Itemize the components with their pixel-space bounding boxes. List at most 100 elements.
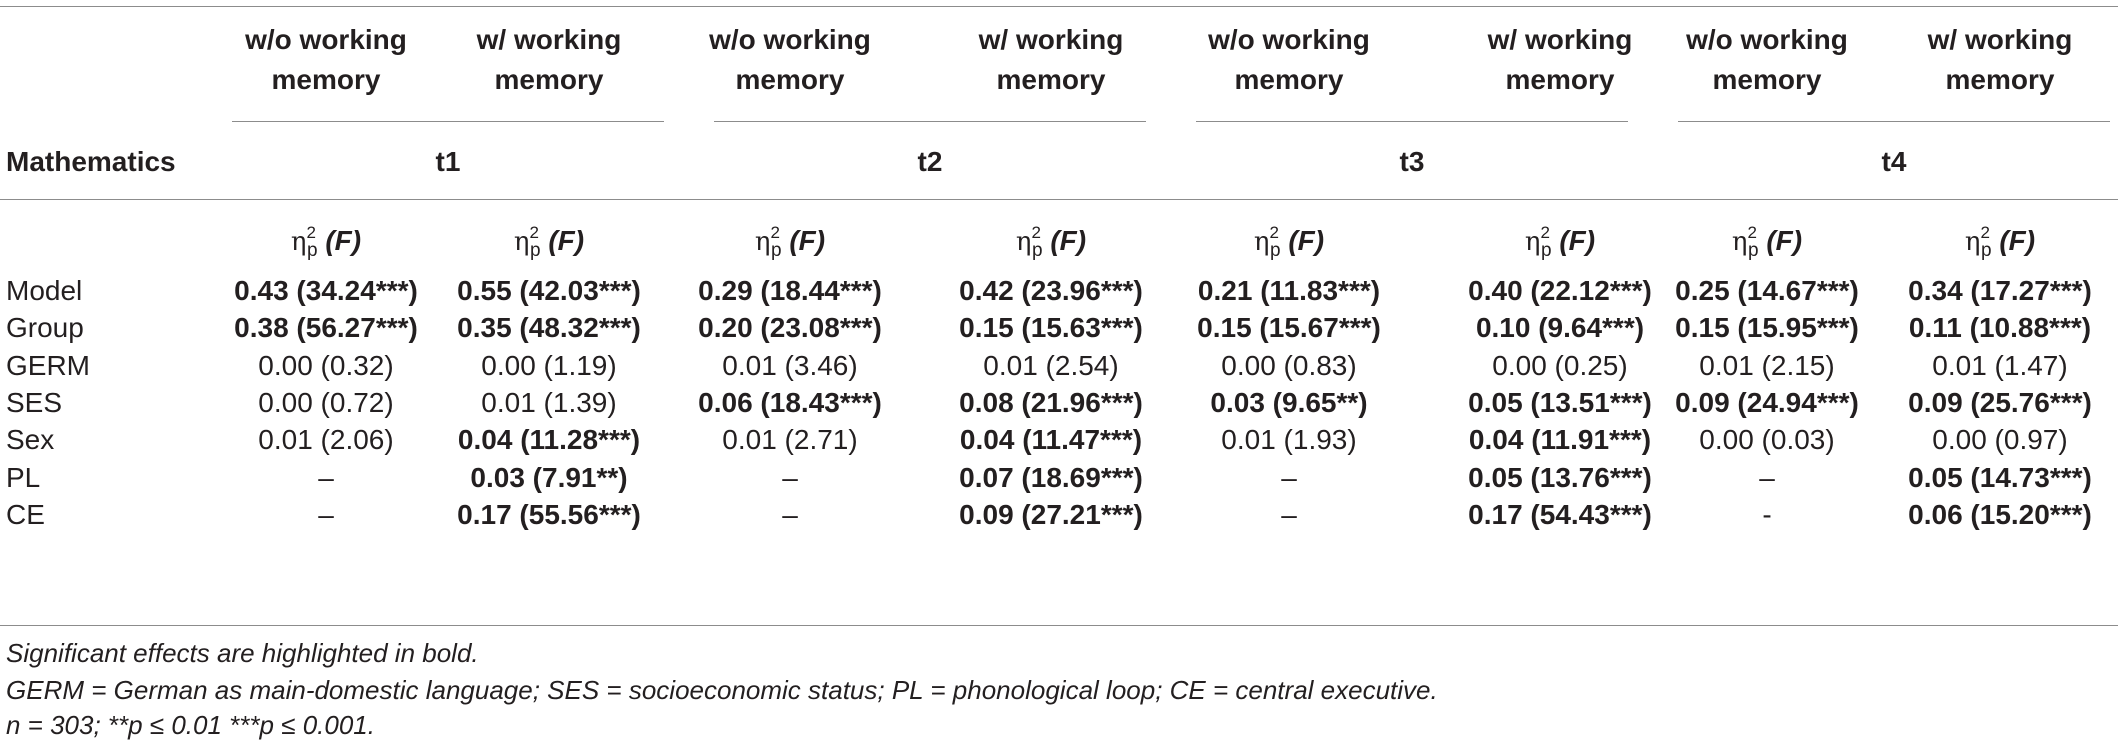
footnote-sample-size: n = 303; **p ≤ 0.01 ***p ≤ 0.001. — [6, 710, 375, 740]
condition-header-line2: memory — [1234, 64, 1344, 95]
table-cell: 0.06 (18.43***) — [698, 387, 882, 418]
table-cell: 0.35 (48.32***) — [457, 312, 641, 343]
table-cell: 0.15 (15.95***) — [1675, 312, 1859, 343]
condition-header-line1: w/ working — [978, 24, 1124, 55]
table-cell: 0.20 (23.08***) — [698, 312, 882, 343]
eta-f-header: η2p (F) — [926, 213, 1176, 271]
condition-header: w/o working memory — [1164, 20, 1414, 100]
row-label: GERM — [6, 350, 90, 381]
row-label: Model — [6, 275, 83, 306]
eta-symbol: η — [1524, 227, 1541, 257]
table-cell: – — [782, 462, 798, 493]
table-cell: 0.00 (0.72) — [258, 387, 394, 418]
table-cell: 0.21 (11.83***) — [1197, 275, 1381, 306]
table-cell: - — [1762, 499, 1772, 530]
eta-symbol: η — [1253, 227, 1270, 257]
table-cell: 0.01 (1.93) — [1221, 424, 1357, 455]
condition-header-line2: memory — [996, 64, 1106, 95]
condition-header: w/o working memory — [1642, 20, 1892, 100]
table-cell: 0.09 (25.76***) — [1908, 387, 2092, 418]
group-rule-t2 — [714, 121, 1146, 122]
eta-f-header: η2p (F) — [424, 213, 674, 271]
f-statistic-label: (F) — [548, 225, 585, 256]
table-cell: 0.04 (11.28***) — [457, 424, 641, 455]
f-statistic-label: (F) — [325, 225, 362, 256]
table-cell: 0.55 (42.03***) — [457, 275, 641, 306]
eta-subscript: p — [1031, 240, 1043, 261]
table-cell: – — [1759, 462, 1775, 493]
condition-header-line2: memory — [1712, 64, 1822, 95]
table-cell: – — [318, 499, 334, 530]
eta-symbol: η — [1731, 227, 1748, 257]
table-cell: 0.09 (27.21***) — [959, 499, 1143, 530]
table-cell: 0.01 (2.06) — [258, 424, 394, 455]
condition-header-line2: memory — [494, 64, 604, 95]
eta-symbol: η — [513, 227, 530, 257]
table-cell: 0.00 (0.03) — [1699, 424, 1835, 455]
header-bottom-rule — [0, 199, 2118, 200]
time-header-t4: t4 — [1881, 146, 1907, 177]
table-cell: 0.06 (15.20***) — [1908, 499, 2092, 530]
eta-subscript: p — [529, 240, 541, 261]
table-cell: 0.10 (9.64***) — [1475, 312, 1645, 343]
eta-symbol: η — [754, 227, 771, 257]
eta-superscript: 2 — [1540, 223, 1550, 242]
table-cell: 0.05 (14.73***) — [1908, 462, 2092, 493]
table-cell: 0.00 (0.32) — [258, 350, 394, 381]
table-cell: 0.38 (56.27***) — [234, 312, 418, 343]
f-statistic-label: (F) — [1999, 225, 2036, 256]
eta-superscript: 2 — [529, 223, 539, 242]
f-statistic-label: (F) — [789, 225, 826, 256]
table-cell: 0.01 (1.39) — [481, 387, 617, 418]
table-cell: 0.17 (55.56***) — [457, 499, 641, 530]
eta-f-header: η2p (F) — [1642, 213, 1892, 271]
table-row: PL – 0.03 (7.91**) – 0.07 (18.69***) – 0.05 (1… — [0, 457, 2118, 499]
condition-header-line1: w/o working — [1208, 24, 1370, 55]
condition-header-line1: w/ working — [1487, 24, 1633, 55]
table-cell: 0.05 (13.51***) — [1468, 387, 1652, 418]
eta-f-header: η2p (F) — [1164, 213, 1414, 271]
eta-f-header: η2p (F) — [665, 213, 915, 271]
table-top-rule — [0, 6, 2118, 7]
condition-header-line1: w/ working — [476, 24, 622, 55]
time-header-t3: t3 — [1399, 146, 1425, 177]
condition-header-line2: memory — [1505, 64, 1615, 95]
condition-header: w/ working memory — [926, 20, 1176, 100]
eta-subscript: p — [770, 240, 782, 261]
row-label: Group — [6, 312, 84, 343]
condition-header-line1: w/o working — [245, 24, 407, 55]
condition-header-line2: memory — [271, 64, 381, 95]
f-statistic-label: (F) — [1050, 225, 1087, 256]
footnote-abbreviations: GERM = German as main-domestic language;… — [6, 675, 1438, 705]
table-cell: 0.15 (15.63***) — [959, 312, 1143, 343]
table-cell: – — [782, 499, 798, 530]
table-cell: 0.09 (24.94***) — [1675, 387, 1859, 418]
eta-superscript: 2 — [1980, 223, 1990, 242]
table-cell: 0.40 (22.12***) — [1468, 275, 1652, 306]
condition-header: w/ working memory — [1875, 20, 2118, 100]
eta-subscript: p — [1747, 240, 1759, 261]
condition-header-line1: w/o working — [709, 24, 871, 55]
condition-header-line2: memory — [735, 64, 845, 95]
footnote-bold-note: Significant effects are highlighted in b… — [6, 638, 479, 668]
table-cell: 0.43 (34.24***) — [234, 275, 418, 306]
table-cell: 0.08 (21.96***) — [959, 387, 1143, 418]
row-label: Sex — [6, 424, 55, 455]
eta-subscript: p — [1980, 240, 1992, 261]
eta-f-header: η2p (F) — [1875, 213, 2118, 271]
f-statistic-label: (F) — [1766, 225, 1803, 256]
table-cell: 0.05 (13.76***) — [1468, 462, 1652, 493]
table-cell: 0.00 (0.83) — [1221, 350, 1357, 381]
row-label: CE — [6, 499, 45, 530]
table-bottom-rule — [0, 625, 2118, 626]
table-cell: 0.15 (15.67***) — [1197, 312, 1381, 343]
eta-superscript: 2 — [1747, 223, 1757, 242]
table-cell: 0.03 (9.65**) — [1210, 387, 1368, 418]
table-cell: – — [1281, 499, 1297, 530]
table-cell: 0.34 (17.27***) — [1908, 275, 2092, 306]
table-row: SES 0.00 (0.72) 0.01 (1.39) 0.06 (18.43***)… — [0, 382, 2118, 424]
eta-subscript: p — [1269, 240, 1281, 261]
table-cell: 0.11 (10.88***) — [1908, 312, 2092, 343]
table-corner-label: Mathematics — [6, 146, 176, 177]
condition-header: w/ working memory — [424, 20, 674, 100]
